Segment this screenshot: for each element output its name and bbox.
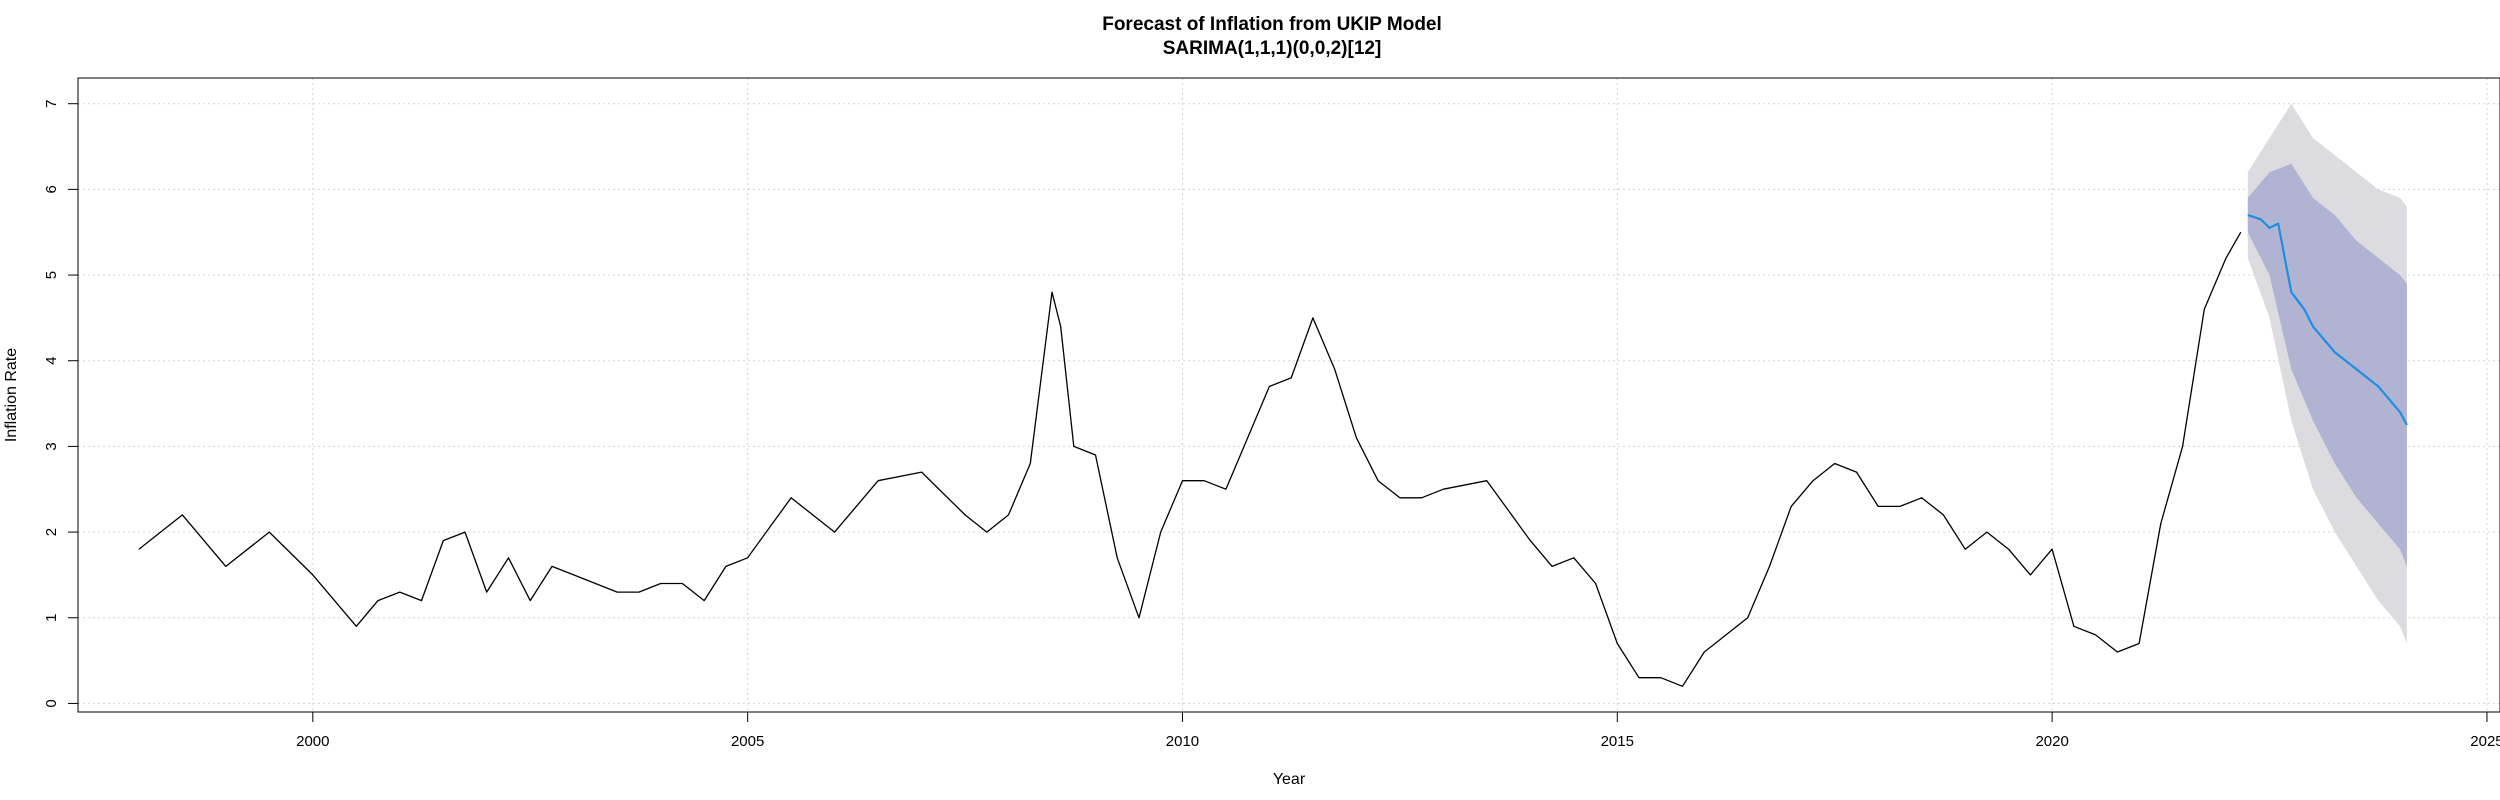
chart-subtitle: SARIMA(1,1,1)(0,0,2)[12] [1163,38,1382,59]
x-tick-label: 2015 [1601,733,1634,750]
band-80-area [2247,163,2407,567]
y-tick-label: 2 [43,528,60,536]
x-axis: 2000 2005 2010 2015 2020 2025 [296,711,2500,750]
y-tick-label: 7 [43,100,60,108]
y-tick-label: 3 [43,442,60,450]
x-tick-label: 2010 [1166,733,1199,750]
x-axis-label: Year [1273,771,1306,788]
x-tick-label: 2005 [731,733,764,750]
x-tick-label: 2025 [2470,733,2500,750]
y-tick-label: 4 [43,357,60,365]
y-tick-label: 0 [43,699,60,707]
plot-frame [77,77,2500,713]
history-line [138,231,2242,687]
series-lines [138,214,2408,687]
y-tick-label: 5 [43,271,60,279]
grid [78,78,2500,712]
y-axis: 0 1 2 3 4 5 6 7 [43,100,79,708]
band-80 [2247,163,2407,567]
chart-title: Forecast of Inflation from UKIP Model [1102,14,1442,35]
forecast-line [2247,214,2408,426]
y-tick-label: 6 [43,185,60,193]
x-tick-label: 2020 [2035,733,2068,750]
y-axis-label: Inflation Rate [3,348,20,442]
y-tick-label: 1 [43,614,60,622]
x-tick-label: 2000 [296,733,329,750]
